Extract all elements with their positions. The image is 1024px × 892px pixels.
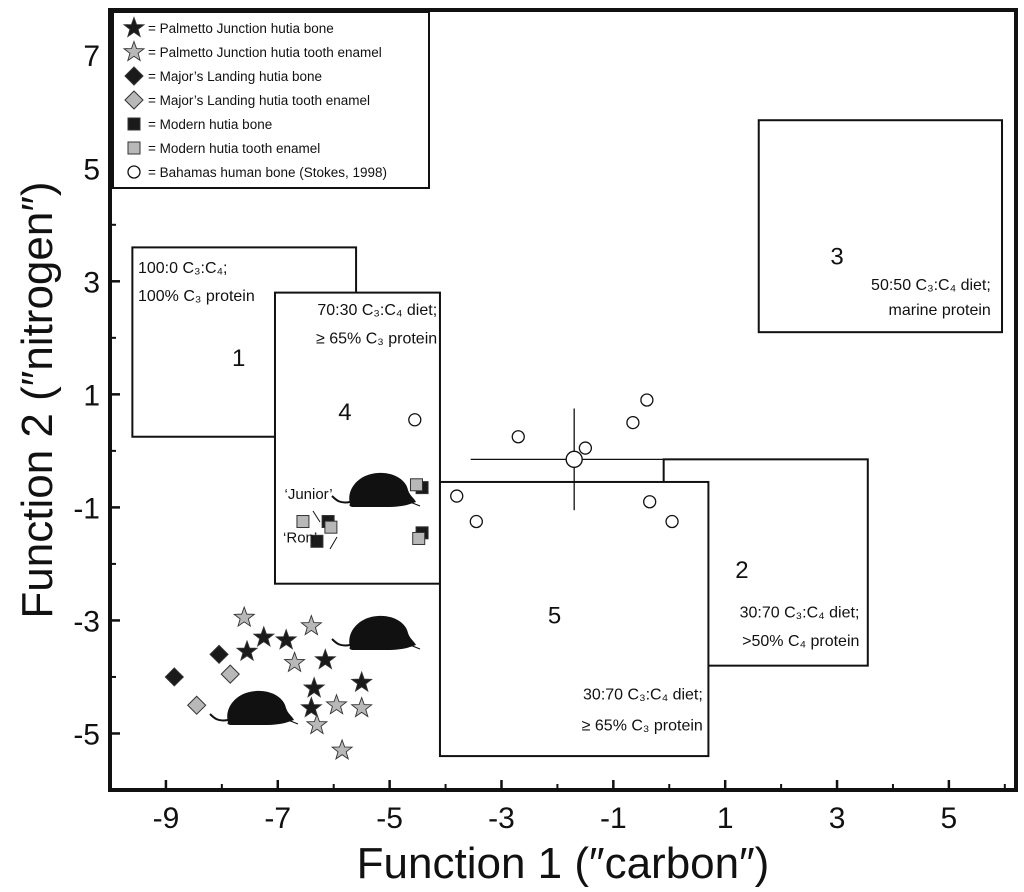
region-5-number: 5: [548, 602, 561, 629]
palmetto_bone-point: [235, 639, 259, 662]
x-tick-label: -5: [376, 802, 403, 835]
palmetto_bone-point: [314, 648, 337, 670]
modern_enamel-point: [409, 478, 423, 492]
region-5-label-line: ≥ 65% C₃ protein: [582, 718, 703, 735]
region-4-number: 4: [338, 399, 351, 426]
majors_enamel-point: [220, 664, 240, 684]
palmetto_bone-point: [300, 696, 323, 718]
point-annotation: ‘Junior’: [284, 486, 332, 503]
modern_enamel-point: [296, 515, 310, 529]
modern_enamel-point: [324, 520, 338, 534]
x-tick-label: -9: [153, 802, 180, 835]
legend-modern_enamel-marker: [127, 141, 141, 155]
legend-label: = Major’s Landing hutia tooth enamel: [148, 93, 370, 108]
palmetto_bone-point: [302, 676, 326, 698]
y-tick-label: 5: [83, 153, 100, 186]
legend-modern_bone-marker: [127, 117, 141, 131]
region-3-label-line: 50:50 C₃:C₄ diet;: [871, 277, 991, 294]
point-annotations: ‘Junior’ ‘Ron’: [283, 486, 338, 550]
region-4-label-line: ≥ 65% C₃ protein: [316, 330, 437, 347]
data-points: [164, 393, 679, 761]
palmetto_enamel-point: [300, 614, 323, 636]
majors_bone-point: [164, 667, 185, 687]
human_bone-point: [626, 415, 640, 430]
human_bone-point: [469, 514, 483, 529]
x-tick-label: 1: [717, 802, 734, 835]
human_bone-point: [665, 514, 679, 529]
legend-label: = Bahamas human bone (Stokes, 1998): [148, 165, 387, 180]
x-axis-title: Function 1 (″carbon″): [357, 839, 770, 888]
human_bone-point: [578, 441, 593, 455]
palmetto_enamel-point: [325, 693, 348, 715]
human_bone-point: [408, 413, 422, 427]
legend-human_bone-marker: [127, 165, 141, 179]
legend-label: = Major’s Landing hutia bone: [148, 69, 322, 84]
region-3-number: 3: [830, 243, 843, 270]
region-2-label-line: >50% C₄ protein: [742, 633, 859, 650]
palmetto_bone-point: [350, 670, 373, 693]
legend-label: = Modern hutia tooth enamel: [148, 141, 320, 156]
region-3-box: [757, 119, 1004, 334]
human_bone-point: [643, 495, 657, 509]
x-tick-label: -1: [600, 802, 627, 835]
diet-regions: 1 100:0 C₃:C₄; 100% C₃ protein 4 70:30 C₃:C₄…: [131, 119, 1004, 758]
palmetto_enamel-point: [305, 713, 329, 735]
point-annotation: ‘Ron’: [283, 529, 317, 546]
modern_enamel-point: [412, 531, 426, 545]
human_bone_mean-point: [565, 450, 583, 469]
legend-label: = Palmetto Junction hutia bone: [148, 21, 334, 36]
region-1-label-line: 100:0 C₃:C₄;: [138, 260, 228, 277]
x-tick-label: 5: [941, 802, 958, 835]
y-tick-label: 3: [83, 266, 100, 299]
y-tick-label: -3: [73, 605, 100, 638]
y-tick-label: 1: [83, 379, 100, 412]
palmetto_bone-point: [274, 628, 298, 650]
region-3-label-line: marine protein: [889, 302, 991, 319]
modern_bone-point: [310, 534, 324, 548]
majors_bone-point: [209, 644, 229, 665]
region-2-label-line: 30:70 C₃:C₄ diet;: [740, 605, 860, 622]
palmetto_enamel-point: [350, 696, 373, 718]
axis-ticks: -9 -7 -5 -3 -1 1 3 5 7 5 3 1 -1 -3 -5: [73, 40, 1006, 835]
region-4-label-line: 70:30 C₃:C₄ diet;: [317, 302, 437, 319]
palmetto_enamel-point: [283, 651, 306, 673]
region-1-number: 1: [232, 345, 245, 372]
region-5-box: [438, 480, 710, 758]
legend-majors_enamel-marker: [124, 90, 144, 110]
legend-palmetto_bone-marker: [122, 16, 146, 38]
legend-majors_bone-marker: [124, 66, 144, 86]
legend-palmetto_enamel-marker: [122, 40, 146, 62]
legend: = Palmetto Junction hutia bone = Palmetto…: [112, 11, 430, 189]
human_bone-point: [511, 430, 525, 444]
legend-box: [112, 11, 430, 189]
human_bone-point: [450, 489, 464, 503]
x-tick-label: -3: [488, 802, 515, 835]
y-tick-label: -1: [73, 492, 100, 525]
y-tick-label: -5: [73, 718, 100, 751]
annotation-pointer: [329, 536, 338, 550]
region-1-label-line: 100% C₃ protein: [138, 288, 255, 305]
majors_enamel-point: [186, 695, 207, 715]
y-axis-title: Function 2 (″nitrogen″): [13, 181, 62, 618]
palmetto_bone-point: [252, 625, 276, 647]
y-tick-label: 7: [83, 40, 100, 73]
human_bone-point: [640, 393, 654, 407]
annotation-pointer: [312, 510, 321, 523]
palmetto_enamel-point: [232, 605, 256, 628]
plot-frame: [108, 8, 1018, 792]
hutia-silhouette-icon: [209, 689, 299, 726]
palmetto_enamel-point: [330, 738, 354, 761]
region-2-number: 2: [735, 557, 748, 584]
region-5-label-line: 30:70 C₃:C₄ diet;: [583, 687, 703, 704]
hutia-silhouette-icon: [331, 614, 421, 651]
legend-label: = Palmetto Junction hutia tooth enamel: [148, 45, 382, 60]
x-tick-label: 3: [829, 802, 846, 835]
legend-label: = Modern hutia bone: [148, 117, 272, 132]
x-tick-label: -7: [264, 802, 291, 835]
